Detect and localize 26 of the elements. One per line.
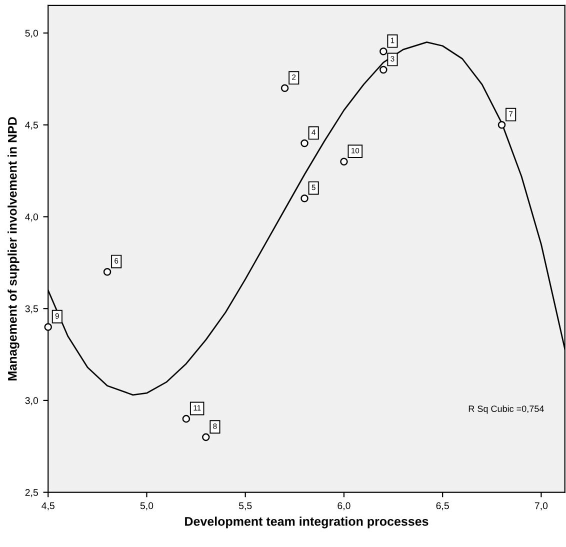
y-tick-label: 3,0 <box>25 397 38 406</box>
x-tick-label: 6,5 <box>436 502 449 510</box>
point <box>380 48 388 56</box>
point <box>380 66 388 74</box>
x-tick-label: 6,0 <box>338 502 350 510</box>
x-tick-label: 5,0 <box>140 502 154 510</box>
y-tick-label: 4,0 <box>25 213 38 222</box>
x-axis-title: Development team integration processes <box>185 516 428 528</box>
point <box>300 194 308 202</box>
x-tick-label: 5,5 <box>238 502 252 510</box>
y-axis-title: Management of supplier involvement in NPD <box>8 117 20 380</box>
y-tick-label: 4,5 <box>25 122 38 130</box>
point <box>182 414 190 423</box>
point <box>280 84 289 92</box>
point <box>44 323 52 331</box>
y-tick-label: 5,0 <box>25 30 38 38</box>
point <box>340 158 348 166</box>
point <box>498 121 506 129</box>
point <box>103 268 112 276</box>
y-tick-label: 2,5 <box>25 489 38 498</box>
point <box>300 139 308 148</box>
point <box>202 433 210 442</box>
x-tick-label: 4,5 <box>42 502 54 510</box>
x-tick-label: 7,0 <box>534 502 548 510</box>
y-tick-label: 3,5 <box>25 305 38 314</box>
annotation: R Sq Cubic =0,754 <box>468 405 544 414</box>
